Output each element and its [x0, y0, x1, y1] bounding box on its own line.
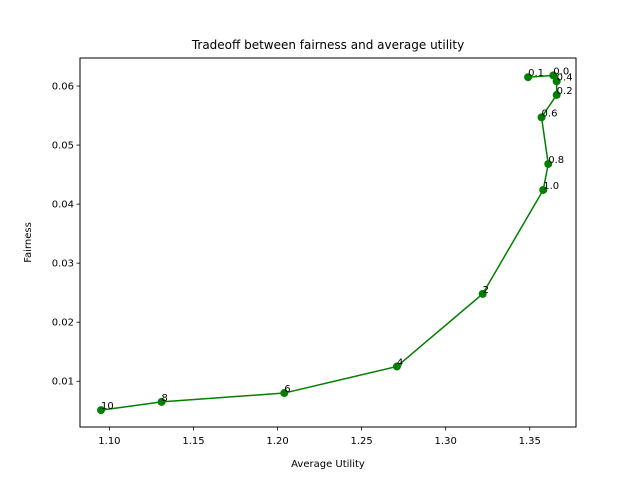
- data-point: [544, 159, 553, 168]
- y-tick-label: 0.06: [52, 82, 74, 93]
- data-point: [552, 90, 561, 99]
- y-tick-label: 0.01: [52, 377, 74, 388]
- data-label: 0.1: [528, 68, 544, 79]
- series-layer: 0.1 0.00.4 0.2 0.6 0.8 1.0 2 4 6 8 10: [97, 66, 573, 415]
- data-point: [97, 406, 106, 415]
- data-label: 8: [162, 393, 168, 404]
- y-tick-label: 0.02: [52, 318, 74, 329]
- y-tick-label: 0.03: [52, 259, 74, 270]
- data-label: 6: [284, 384, 290, 395]
- x-tick-label: 1.15: [182, 436, 204, 447]
- y-axis-label: Fairness: [23, 222, 34, 263]
- y-tick-label: 0.04: [52, 200, 74, 211]
- data-label: 4: [397, 357, 403, 368]
- data-label: 0.4: [557, 72, 573, 83]
- data-point: [280, 389, 289, 398]
- data-label: 1.0: [543, 181, 559, 192]
- data-label: 0.6: [542, 108, 558, 119]
- plot-frame: [79, 57, 577, 428]
- chart-title: Tradeoff between fairness and average ut…: [191, 38, 464, 52]
- data-label: 0.0: [553, 66, 569, 77]
- y-axis-ticks: 0.01 0.02 0.03 0.04 0.05 0.06: [52, 82, 80, 388]
- x-axis-label: Average Utility: [291, 459, 365, 470]
- data-point: [157, 397, 166, 406]
- data-point: [549, 71, 558, 80]
- x-axis-ticks: 1.10 1.15 1.20 1.25 1.30 1.35: [98, 427, 541, 447]
- data-point: [392, 362, 401, 371]
- x-tick-label: 1.10: [98, 436, 120, 447]
- data-label: 0.8: [548, 155, 564, 166]
- data-point: [478, 289, 487, 298]
- data-label: 2: [483, 285, 489, 296]
- data-point: [537, 113, 546, 122]
- plot-area: [80, 58, 576, 427]
- data-point: [552, 77, 561, 86]
- x-tick-label: 1.30: [435, 436, 457, 447]
- data-label: 10: [101, 401, 114, 412]
- data-label: 0.2: [557, 86, 573, 97]
- y-tick-label: 0.05: [52, 141, 74, 152]
- x-tick-label: 1.35: [519, 436, 541, 447]
- x-tick-label: 1.25: [350, 436, 372, 447]
- x-tick-label: 1.20: [266, 436, 288, 447]
- data-point: [539, 185, 548, 194]
- data-point: [524, 73, 533, 82]
